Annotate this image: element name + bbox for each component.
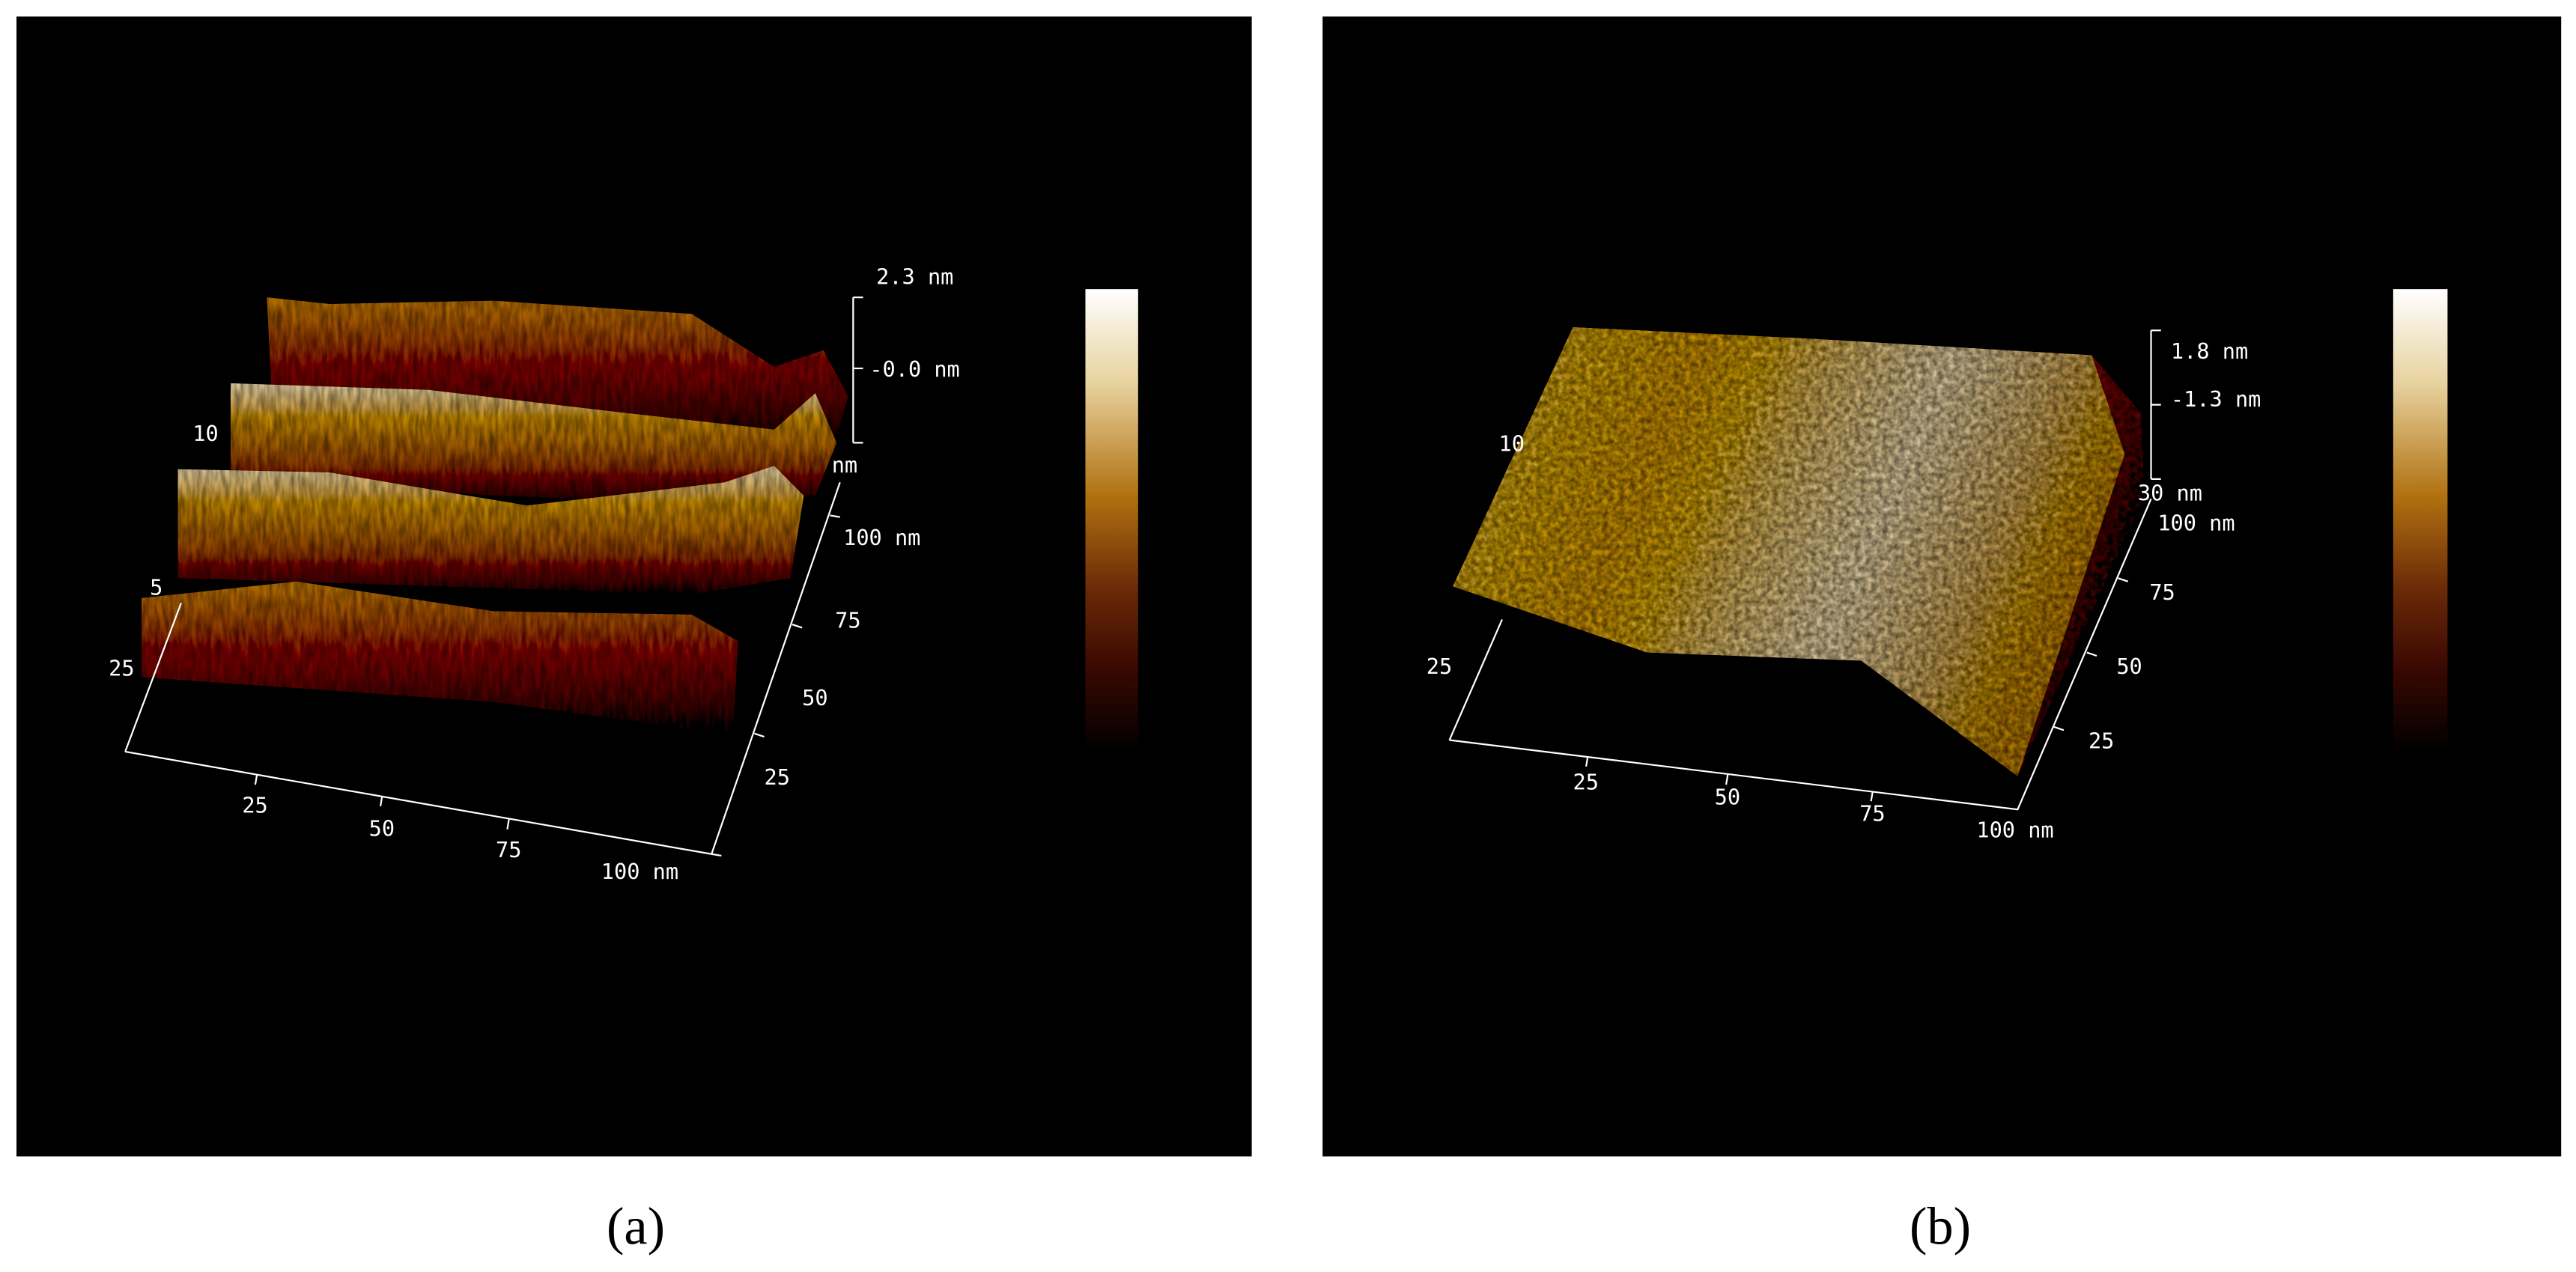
axes-a (124, 296, 863, 857)
y-label: 50 (802, 685, 827, 710)
x-label: 75 (1859, 801, 1885, 827)
colorbar-b (2393, 289, 2448, 752)
z-label: 2.3 nm (876, 264, 953, 289)
surface-b (1452, 326, 2145, 777)
panel-label: (a) (607, 1197, 665, 1256)
z-label: nm (832, 452, 857, 478)
y-label: 100 nm (2157, 510, 2235, 535)
x-label: 50 (1715, 785, 1740, 810)
left-label: 25 (1427, 654, 1452, 679)
z-label: 1.8 nm (2171, 338, 2248, 364)
x-label: 75 (496, 837, 521, 862)
y-label: 25 (765, 764, 790, 790)
colorbar-a (1085, 289, 1138, 752)
surface-a (142, 297, 848, 743)
z-label: -1.3 nm (2171, 386, 2261, 412)
x-label: 100 nm (1976, 818, 2053, 843)
z-label: -0.0 nm (869, 356, 959, 382)
y-label: 25 (2089, 728, 2114, 753)
left-label: 10 (1499, 430, 1525, 456)
z-label: 30 nm (2138, 481, 2202, 506)
panel-label: (b) (1910, 1197, 1971, 1256)
y-label: 75 (2149, 579, 2175, 605)
x-label: 25 (242, 793, 267, 818)
x-label: 50 (369, 815, 395, 841)
x-label: 100 nm (601, 859, 678, 884)
left-label: 10 (192, 421, 218, 446)
left-label: 25 (109, 655, 134, 681)
axes-b (1448, 329, 2161, 811)
left-label: 5 (150, 574, 162, 600)
y-label: 75 (835, 607, 860, 633)
x-label: 25 (1573, 770, 1599, 795)
y-label: 50 (2116, 654, 2142, 679)
y-label: 100 nm (843, 525, 920, 550)
